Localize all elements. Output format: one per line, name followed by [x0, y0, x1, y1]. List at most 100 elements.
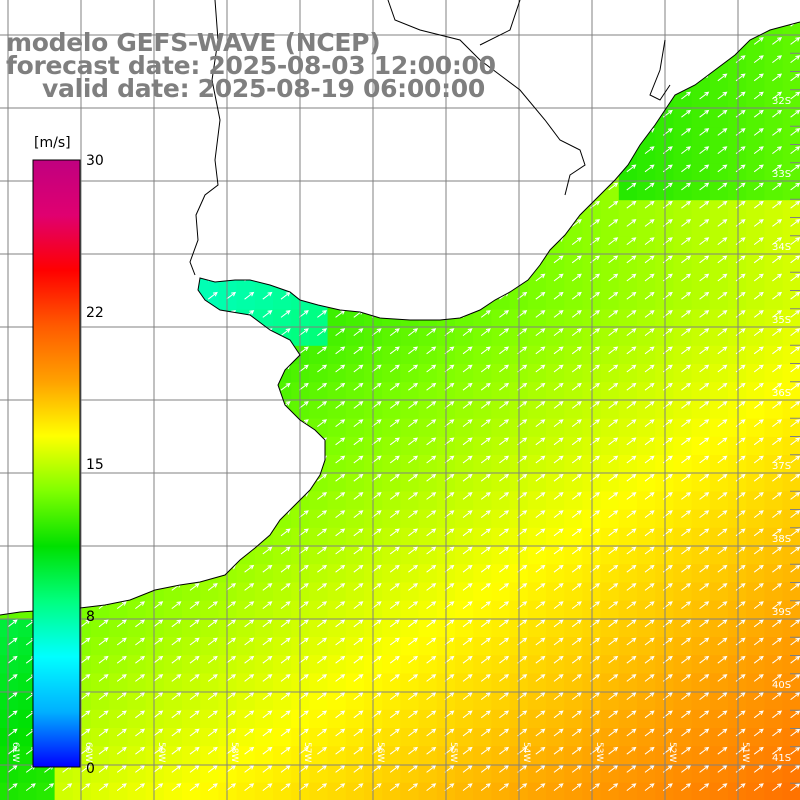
- wind-arrow: [463, 1, 472, 8]
- wind-arrow: [262, 710, 273, 719]
- wind-cell: [0, 418, 19, 438]
- wind-cell: [327, 436, 347, 456]
- wind-arrow: [153, 746, 164, 755]
- wind-arrow: [553, 146, 564, 154]
- wind-arrow: [408, 510, 419, 518]
- wind-arrow: [7, 109, 18, 118]
- wind-cell: [400, 273, 420, 292]
- colorbar-tick-30: 30: [86, 153, 104, 169]
- wind-cell: [236, 655, 256, 674]
- wind-arrow: [226, 1, 235, 8]
- wind-cell: [127, 546, 147, 565]
- wind-arrow: [626, 492, 637, 500]
- wind-cell: [418, 564, 438, 583]
- wind-cell: [728, 327, 747, 347]
- wind-cell: [291, 436, 310, 456]
- wind-cell: [746, 673, 765, 693]
- uruguay-brazil-border: [387, 0, 586, 196]
- wind-arrow: [426, 255, 437, 264]
- wind-arrow: [389, 364, 400, 373]
- wind-cell: [473, 728, 492, 747]
- wind-cell: [764, 327, 784, 347]
- wind-cell: [728, 491, 747, 511]
- wind-cell: [400, 418, 420, 438]
- wind-cell: [309, 637, 329, 656]
- wind-arrow: [717, 37, 728, 45]
- wind-cell: [637, 0, 656, 19]
- wind-arrow: [408, 109, 419, 118]
- wind-cell: [91, 436, 110, 456]
- wind-cell: [200, 728, 219, 747]
- wind-cell: [218, 527, 238, 547]
- wind-arrow: [116, 182, 127, 191]
- wind-arrow: [116, 382, 127, 391]
- wind-cell: [145, 673, 165, 693]
- wind-arrow: [153, 346, 164, 355]
- wind-arrow: [262, 200, 273, 209]
- wind-arrow: [389, 273, 400, 282]
- wind-arrow: [699, 310, 710, 318]
- wind-arrow: [681, 219, 692, 227]
- wind-arrow: [335, 255, 346, 264]
- wind-cell: [327, 764, 347, 784]
- wind-arrow: [153, 728, 164, 737]
- wind-arrow: [353, 273, 364, 282]
- wind-cell: [473, 218, 492, 238]
- wind-cell: [619, 0, 638, 19]
- wind-arrow: [535, 146, 546, 154]
- wind-cell: [109, 382, 128, 401]
- wind-cell: [91, 109, 110, 128]
- wind-arrow: [571, 255, 582, 264]
- wind-cell: [455, 455, 474, 474]
- wind-arrow: [426, 637, 437, 646]
- wind-cell: [673, 109, 693, 128]
- wind-cell: [345, 728, 365, 747]
- wind-arrow: [499, 419, 510, 427]
- wind-cell: [200, 236, 219, 256]
- wind-arrow: [499, 55, 510, 63]
- wind-cell: [382, 600, 401, 620]
- wind-arrow: [644, 37, 655, 45]
- wind-cell: [91, 782, 110, 800]
- wind-cell: [746, 327, 765, 347]
- wind-arrow: [298, 291, 309, 300]
- wind-arrow: [171, 637, 182, 646]
- wind-cell: [254, 418, 274, 438]
- wind-arrow: [426, 22, 437, 27]
- wind-arrow: [735, 382, 746, 391]
- wind-cell: [382, 345, 401, 365]
- wind-arrow: [335, 419, 346, 427]
- wind-arrow: [389, 492, 400, 500]
- wind-cell: [109, 546, 128, 565]
- wind-arrow: [553, 619, 564, 628]
- wind-arrow: [244, 109, 255, 118]
- wind-arrow: [608, 73, 619, 82]
- wind-arrow: [535, 37, 546, 45]
- wind-arrow: [116, 601, 127, 609]
- wind-cell: [182, 582, 201, 602]
- wind-cell: [527, 327, 547, 347]
- wind-cell: [764, 218, 784, 238]
- wind-cell: [600, 163, 620, 183]
- wind-arrow: [571, 237, 582, 245]
- wind-cell: [564, 273, 583, 292]
- wind-cell: [91, 400, 110, 420]
- wind-cell: [728, 546, 747, 565]
- wind-cell: [0, 236, 19, 256]
- wind-arrow: [735, 564, 746, 573]
- wind-arrow: [335, 22, 346, 27]
- wind-arrow: [207, 109, 218, 118]
- wind-arrow: [499, 346, 510, 355]
- wind-cell: [236, 764, 256, 784]
- wind-cell: [72, 782, 92, 800]
- wind-cell: [345, 163, 365, 183]
- wind-cell: [473, 200, 492, 219]
- wind-cell: [564, 291, 583, 310]
- wind-arrow: [426, 219, 437, 227]
- wind-arrow: [753, 291, 764, 300]
- wind-arrow: [389, 601, 400, 609]
- longitude-label: 52W: [667, 742, 677, 762]
- wind-cell: [673, 582, 693, 602]
- wind-cell: [673, 491, 693, 511]
- wind-arrow: [553, 91, 564, 100]
